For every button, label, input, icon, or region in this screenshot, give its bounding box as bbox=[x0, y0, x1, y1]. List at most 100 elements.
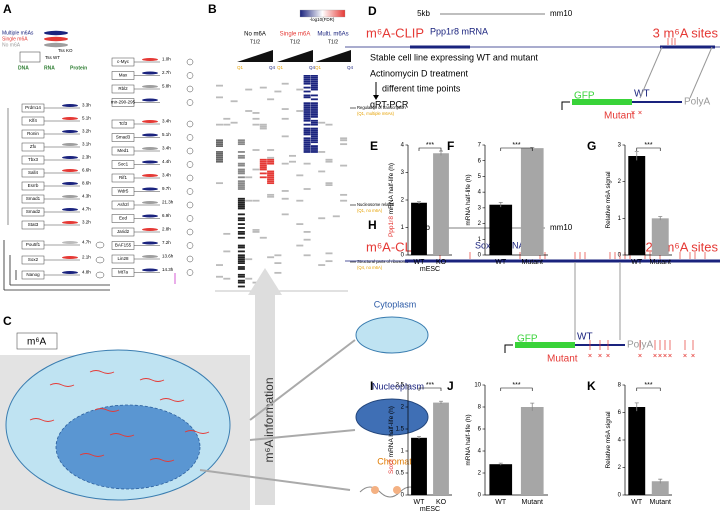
heat-cell bbox=[237, 227, 245, 229]
heat-cell bbox=[252, 229, 260, 231]
heat-cell bbox=[267, 156, 275, 159]
rna-mark bbox=[62, 104, 78, 107]
heat-cell bbox=[310, 94, 318, 97]
rna-mark bbox=[142, 120, 158, 123]
heat-cell bbox=[267, 176, 275, 179]
colorbar-title: -log10(FDR) bbox=[310, 17, 335, 22]
t-half: T1/2 bbox=[290, 39, 300, 45]
rna-mark bbox=[142, 214, 158, 218]
y-tick-label: 2 bbox=[618, 465, 622, 471]
rna-mark bbox=[62, 195, 78, 198]
route-arrow bbox=[199, 469, 351, 491]
dna-box bbox=[19, 51, 41, 63]
heat-cell bbox=[216, 264, 223, 266]
heat-cell bbox=[216, 153, 223, 155]
rna bbox=[109, 433, 135, 437]
rna-mark bbox=[142, 147, 158, 150]
half-life: 4.7h bbox=[82, 207, 91, 212]
heat-cell bbox=[281, 162, 289, 165]
heat-cell bbox=[318, 170, 326, 173]
rna-mark bbox=[142, 85, 158, 88]
arrow-label: m⁶A information bbox=[262, 378, 276, 463]
y-tick-label: 4 bbox=[478, 449, 482, 455]
mark-label: m⁶A bbox=[27, 337, 46, 348]
significance-bracket bbox=[636, 147, 661, 151]
y-axis-label: Sox2 mRNA half-life (h) bbox=[388, 406, 395, 474]
heat-cell bbox=[340, 164, 348, 167]
y-tick-label: 2 bbox=[478, 471, 482, 477]
annotation-detail: (Q1, multiple m6As) bbox=[357, 111, 395, 116]
half-life: 7.2h bbox=[162, 240, 171, 245]
heat-cell bbox=[281, 135, 289, 138]
y-axis-label: Relative m6A signal bbox=[605, 171, 612, 229]
heat-cell bbox=[267, 162, 275, 165]
legend-label: Multiple m6As bbox=[2, 30, 34, 36]
heat-cell bbox=[310, 115, 318, 118]
heat-cell bbox=[303, 108, 311, 110]
heat-cell bbox=[237, 244, 245, 247]
heat-cell bbox=[237, 176, 245, 179]
heat-cell bbox=[245, 199, 253, 202]
heat-cell bbox=[281, 197, 289, 200]
y-tick-label: 2 bbox=[401, 405, 405, 411]
heat-cell bbox=[296, 223, 304, 225]
construct-label: GFP bbox=[517, 334, 538, 345]
x-tick-label: WT bbox=[495, 499, 507, 506]
half-life: 3.4h bbox=[162, 119, 171, 124]
half-life: 3.3h bbox=[82, 103, 91, 108]
bar bbox=[411, 437, 427, 495]
protein bbox=[186, 242, 194, 249]
gene-name: Zfx bbox=[30, 144, 37, 149]
heat-cell bbox=[237, 254, 245, 257]
heat-cell bbox=[310, 110, 318, 112]
heat-cell bbox=[281, 82, 289, 85]
half-life: 14.3h bbox=[162, 267, 174, 272]
heat-cell bbox=[303, 129, 311, 132]
heat-cell bbox=[267, 182, 275, 185]
panel-letter: C bbox=[3, 314, 12, 328]
heat-cell bbox=[310, 80, 318, 83]
y-axis-label-text: mRNA half-life (h) bbox=[465, 414, 472, 465]
panel-letter: J bbox=[447, 379, 454, 393]
heat-cell bbox=[325, 182, 333, 185]
heat-cell bbox=[310, 139, 318, 142]
heat-cell bbox=[281, 190, 289, 192]
rna bbox=[184, 430, 210, 434]
error-bar bbox=[439, 400, 443, 404]
heat-cell bbox=[259, 236, 267, 239]
y-tick-label: 0 bbox=[618, 493, 622, 499]
gene-name: Smad2 bbox=[26, 209, 41, 214]
heat-cell bbox=[310, 129, 318, 132]
heat-cell bbox=[237, 266, 245, 268]
heat-cell bbox=[245, 176, 253, 179]
heat-cell bbox=[252, 123, 260, 126]
heat-cell bbox=[245, 258, 253, 261]
heat-cell bbox=[340, 137, 348, 140]
mutation-x bbox=[638, 110, 642, 115]
gene-name: Stat3 bbox=[28, 222, 39, 227]
half-life: 5.1h bbox=[162, 132, 171, 137]
heat-cell bbox=[237, 279, 245, 282]
heat-cell bbox=[296, 88, 304, 91]
gene-name: Smad3 bbox=[116, 135, 131, 140]
y-tick-label: 1 bbox=[478, 237, 482, 243]
y-tick-label: 0 bbox=[618, 253, 622, 259]
rna bbox=[49, 383, 75, 387]
t-half: T1/2 bbox=[328, 39, 338, 45]
quartile: Q4 bbox=[347, 65, 354, 70]
rna-mark bbox=[142, 98, 158, 102]
tss-label: Tss KO bbox=[58, 48, 73, 53]
heat-cell bbox=[252, 149, 260, 151]
gene-name: Pou5f1 bbox=[26, 242, 41, 247]
y-tick-label: 0 bbox=[401, 253, 405, 259]
y-tick-label: 6 bbox=[478, 427, 482, 433]
heat-cell bbox=[310, 75, 318, 77]
heat-cell bbox=[274, 254, 282, 257]
y-axis-label-text: Relative m6A signal bbox=[605, 171, 612, 229]
layer-label: DNA bbox=[18, 65, 29, 71]
heat-cell bbox=[267, 256, 275, 259]
nucleoplasm bbox=[355, 398, 429, 436]
heat-cell bbox=[281, 117, 289, 120]
heat-cell bbox=[237, 213, 245, 216]
rna-mark bbox=[142, 268, 158, 272]
